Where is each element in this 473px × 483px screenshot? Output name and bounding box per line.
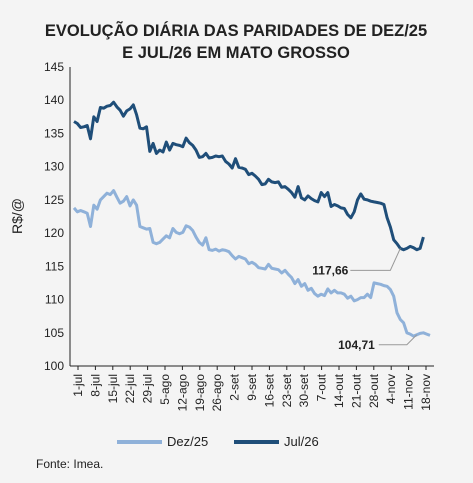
x-tick-label: 7-out — [315, 373, 329, 401]
legend-label-jul26: Jul/26 — [284, 434, 319, 449]
x-tick-label: 18-nov — [419, 374, 433, 411]
x-tick-label: 15-jul — [106, 374, 120, 403]
x-tick-label: 28-out — [367, 373, 381, 408]
y-tick-label: 120 — [44, 226, 64, 240]
x-axis: 1-jul 8-jul 15-jul 22-jul 29-jul 5-ago 12-ago 1… — [71, 366, 433, 411]
series-line-jul26 — [73, 100, 425, 252]
x-tick-label: 23-set — [280, 373, 294, 407]
x-tick-label: 8-jul — [88, 374, 102, 397]
x-tick-label: 5-ago — [158, 374, 172, 405]
x-tick-label: 19-ago — [193, 374, 207, 412]
annotations: 117,66 104,71 — [312, 248, 418, 352]
annotation-leader — [378, 334, 418, 346]
y-tick-label: 100 — [44, 359, 64, 373]
y-axis-label: R$/@ — [9, 198, 25, 234]
x-tick-label: 2-set — [228, 373, 242, 400]
series-lines — [72, 100, 431, 338]
y-tick-label: 125 — [44, 193, 64, 207]
x-tick-label: 1-jul — [71, 374, 85, 397]
y-tick-label: 135 — [44, 126, 64, 140]
source-note: Fonte: Imea. — [36, 457, 103, 471]
x-tick-label: 9-set — [245, 373, 259, 400]
y-tick-label: 130 — [44, 160, 64, 174]
x-tick-label: 16-set — [262, 373, 276, 407]
x-tick-label: 21-out — [349, 373, 363, 408]
annotation-leader — [350, 248, 401, 271]
x-tick-label: 4-nov — [384, 374, 398, 404]
y-axis: 100 105 110 115 120 125 130 135 140 145 — [44, 60, 64, 373]
y-tick-label: 145 — [44, 60, 64, 74]
y-tick-label: 140 — [44, 93, 64, 107]
legend: Dez/25 Jul/26 — [117, 434, 319, 449]
chart-title-line-1: EVOLUÇÃO DIÁRIA DAS PARIDADES DE DEZ/25 — [45, 20, 427, 40]
annotation-label: 104,71 — [338, 338, 375, 352]
x-tick-label: 30-set — [297, 373, 311, 407]
y-tick-label: 110 — [45, 293, 64, 307]
y-tick-label: 115 — [45, 259, 64, 273]
x-tick-label: 26-ago — [210, 374, 224, 412]
x-tick-label: 22-jul — [123, 374, 137, 403]
annotation-label: 117,66 — [312, 263, 348, 277]
series-line-dez25 — [72, 189, 431, 338]
x-tick-label: 14-out — [332, 373, 346, 408]
y-tick-label: 105 — [44, 326, 64, 340]
chart-title-line-2: E JUL/26 EM MATO GROSSO — [122, 44, 350, 62]
x-tick-label: 29-jul — [141, 374, 155, 403]
legend-label-dez25: Dez/25 — [167, 434, 208, 449]
x-tick-label: 12-ago — [175, 374, 189, 412]
x-tick-label: 11-nov — [402, 374, 416, 410]
